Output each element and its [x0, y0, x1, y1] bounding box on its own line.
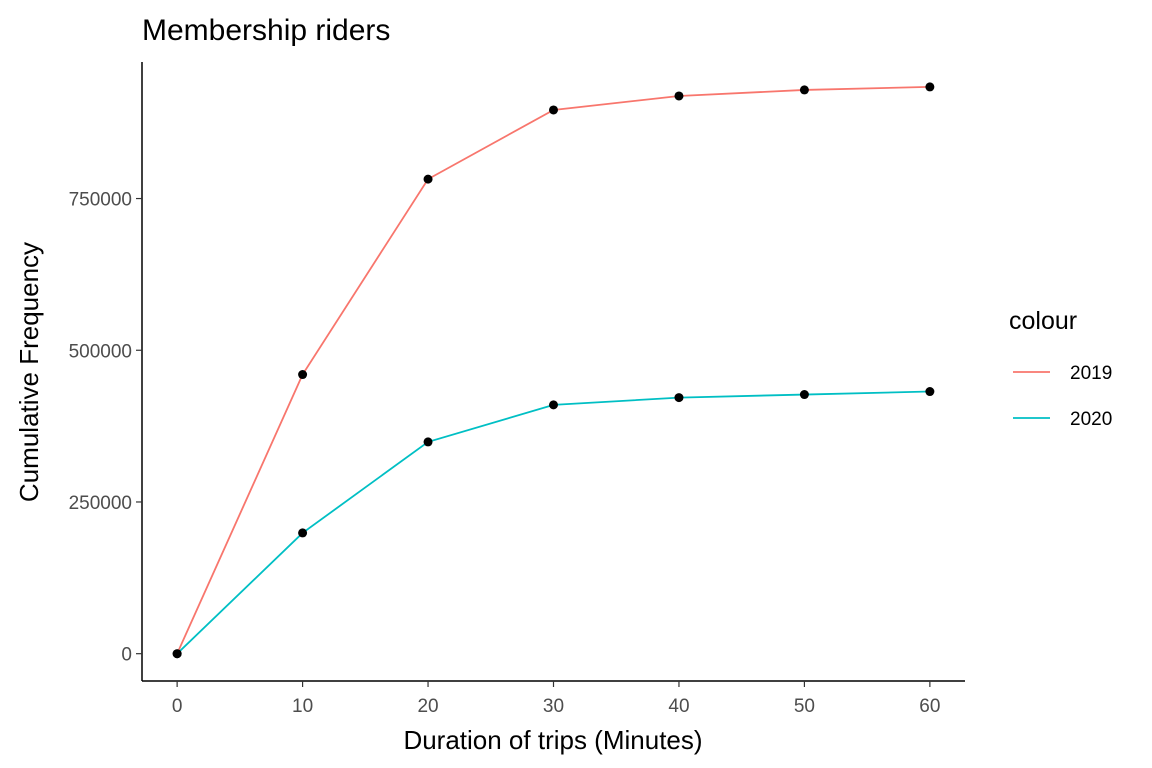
plot-area	[172, 82, 935, 659]
series-line-2019	[176, 85, 930, 655]
data-point-2020-0	[172, 649, 182, 659]
y-tick-label: 750000	[69, 190, 132, 211]
legend-items: 2019 2020	[1013, 363, 1112, 430]
x-tick-label: 60	[919, 696, 940, 717]
data-point-2020-60	[925, 387, 935, 397]
data-point-2019-40	[674, 91, 684, 101]
series-line-2020	[176, 390, 930, 655]
data-point-2019-20	[423, 174, 433, 184]
x-axis: 0 10 20 30 40 50 60	[142, 680, 965, 717]
y-axis: 0 250000 500000 750000	[69, 62, 143, 681]
data-point-2020-40	[674, 393, 684, 403]
y-tick-label: 250000	[69, 493, 132, 514]
x-tick-label: 40	[668, 696, 689, 717]
legend: colour 2019 2020	[1009, 307, 1112, 430]
series-points	[172, 82, 935, 659]
chart-title: Membership riders	[142, 14, 390, 47]
legend-label-2019: 2019	[1070, 363, 1112, 384]
data-point-2019-50	[799, 85, 809, 95]
y-axis-title: Cumulative Frequency	[14, 242, 44, 502]
y-tick-label: 0	[121, 645, 132, 666]
x-tick-label: 30	[543, 696, 564, 717]
x-axis-title: Duration of trips (Minutes)	[403, 725, 702, 755]
data-point-2020-50	[799, 390, 809, 400]
x-tick-label: 20	[417, 696, 438, 717]
x-tick-label: 50	[794, 696, 815, 717]
data-point-2019-30	[549, 105, 558, 115]
data-point-2020-10	[298, 528, 308, 538]
legend-label-2020: 2020	[1070, 409, 1112, 430]
y-tick-label: 500000	[69, 341, 132, 362]
x-ticks: 0 10 20 30 40 50 60	[172, 681, 940, 717]
data-point-2020-20	[423, 437, 433, 447]
series-lines	[176, 85, 930, 655]
data-point-2020-30	[549, 400, 558, 410]
data-point-2019-10	[298, 370, 308, 380]
legend-title: colour	[1009, 307, 1077, 335]
x-tick-label: 0	[172, 696, 183, 717]
x-tick-label: 10	[292, 696, 313, 717]
y-ticks: 0 250000 500000 750000	[69, 190, 142, 666]
data-point-2019-60	[925, 82, 935, 92]
